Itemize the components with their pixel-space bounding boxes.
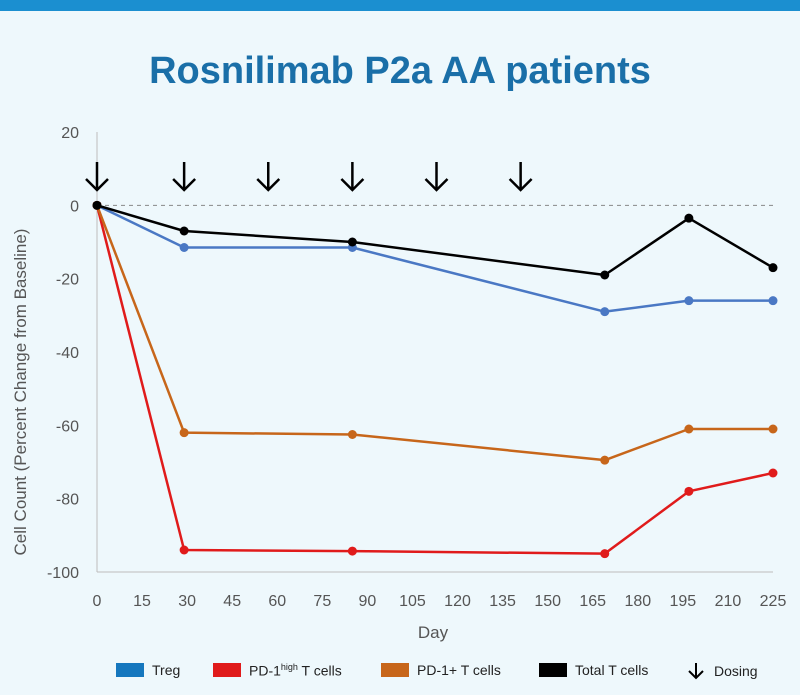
data-point (768, 468, 778, 478)
data-point (600, 455, 610, 465)
series-line-1 (95, 205, 774, 555)
legend-label-total: Total T cells (575, 662, 649, 678)
series-line-3 (96, 204, 774, 277)
y-tick-label: -80 (56, 492, 79, 509)
dosing-arrow-icon (172, 178, 197, 192)
x-tick-label: 120 (444, 593, 471, 610)
x-tick-label: 30 (178, 593, 196, 610)
legend-item-pd1plus: PD-1+ T cells (381, 662, 501, 678)
chart-title: Rosnilimab P2a AA patients (149, 50, 651, 92)
dosing-arrow-icon (424, 178, 449, 192)
legend-item-dosing: Dosing (686, 662, 758, 680)
x-axis-title: Day (418, 623, 449, 642)
dosing-arrow-icon (688, 663, 704, 680)
data-point (768, 263, 778, 273)
x-tick-label: 180 (624, 593, 651, 610)
y-tick-label: -60 (56, 418, 79, 435)
legend: Treg PD-1high T cells PD-1+ T cells Tota… (0, 662, 800, 684)
line-chart: 20 0 -20 -40 -60 -80 -100 0 15 30 45 60 75 90 105 120 13… (11, 125, 787, 642)
x-tick-label: 225 (760, 593, 787, 610)
x-tick-label: 45 (223, 593, 241, 610)
dosing-arrow-icon (85, 178, 109, 192)
x-tick-label: 60 (268, 593, 286, 610)
dosing-arrow-icon (508, 178, 533, 192)
x-tick-label: 150 (534, 593, 561, 610)
data-point (347, 546, 357, 556)
x-tick-label: 0 (93, 593, 102, 610)
legend-item-total: Total T cells (539, 662, 648, 678)
data-point (347, 237, 357, 247)
data-point (600, 270, 610, 280)
legend-label-dosing: Dosing (714, 663, 758, 679)
legend-swatch-treg (116, 663, 144, 677)
legend-label-pd1plus: PD-1+ T cells (417, 662, 501, 678)
series-line-0 (96, 204, 773, 313)
header-bar (0, 0, 800, 11)
x-tick-label: 195 (670, 593, 697, 610)
x-tick-label: 210 (715, 593, 742, 610)
data-point (179, 226, 189, 236)
data-point (179, 243, 189, 252)
x-tick-label: 90 (359, 593, 377, 610)
y-tick-label: -20 (56, 272, 79, 289)
data-point (347, 430, 357, 439)
y-tick-label: -40 (56, 345, 79, 362)
data-point (179, 545, 189, 555)
legend-item-pd1high: PD-1high T cells (213, 662, 342, 679)
data-point (684, 296, 694, 306)
dosing-arrow-icon (340, 178, 365, 192)
legend-label-treg: Treg (152, 662, 181, 678)
data-point (600, 307, 610, 317)
x-tick-label: 135 (489, 593, 516, 610)
legend-swatch-pd1plus (381, 663, 409, 677)
data-point (92, 200, 102, 210)
x-tick-label: 75 (313, 593, 331, 610)
series-line-2 (95, 204, 773, 462)
x-tick-label: 105 (399, 593, 426, 610)
data-point (684, 424, 694, 434)
legend-item-treg: Treg (116, 662, 180, 678)
x-tick-label: 165 (579, 593, 606, 610)
data-point (768, 296, 778, 306)
y-tick-label: 0 (70, 198, 79, 215)
data-point (768, 424, 778, 434)
data-point (684, 213, 694, 223)
legend-label-pd1high: PD-1high T cells (249, 662, 342, 679)
legend-swatch-pd1high (213, 663, 241, 678)
y-tick-label: -100 (47, 565, 79, 582)
data-point (179, 428, 189, 438)
y-axis-title: Cell Count (Percent Change from Baseline… (11, 229, 30, 556)
dosing-arrow-icon (256, 178, 281, 192)
data-point (600, 549, 610, 559)
x-tick-label: 15 (133, 593, 151, 610)
data-point (684, 486, 694, 496)
y-tick-label: 20 (61, 125, 79, 142)
legend-swatch-total (539, 663, 567, 677)
